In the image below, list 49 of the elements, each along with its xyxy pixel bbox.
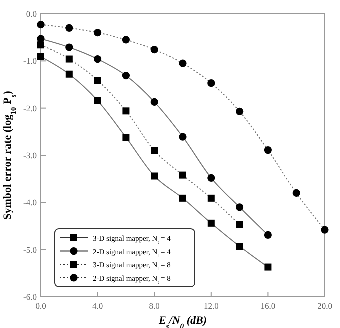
point [150,98,158,106]
point [180,194,186,202]
y-tick-label: 0.0 [26,9,37,19]
y-tick-label: -6.0 [24,292,37,302]
point [208,174,216,182]
y-tick-label: -3.0 [24,150,37,160]
point [37,21,45,29]
point [38,53,44,60]
x-tick-label: 20.0 [318,301,332,311]
point [179,133,187,141]
point [236,204,244,212]
point [66,70,73,78]
x-tick-label: 12.0 [204,301,219,311]
x-tick-label: 16.0 [260,301,276,311]
point [180,172,186,179]
point [38,42,44,49]
point [208,80,216,88]
point [179,60,187,68]
point [236,243,244,250]
point [94,77,102,84]
point [66,24,74,32]
point [94,55,102,64]
y-tick-label: -2.0 [24,103,37,114]
y-tick-label: -1.0 [24,56,37,66]
point [94,97,102,104]
point [264,146,272,154]
point [151,147,158,154]
point [150,46,158,54]
point [122,108,130,115]
point [208,220,215,227]
point [236,221,244,228]
point [94,29,102,37]
point [264,264,272,271]
point [292,189,300,198]
point [66,44,74,52]
point [151,172,158,180]
point [321,226,329,234]
x-tick-label: 4.0 [92,301,104,311]
x-tick-label: 8.0 [149,301,160,311]
y-tick-label: -5.0 [24,244,37,255]
point [236,108,244,116]
point [122,72,130,80]
point [264,231,272,240]
y-tick-label: -4.0 [24,198,37,208]
x-tick-label: 0.0 [36,301,46,311]
point [208,194,215,202]
point [122,36,130,44]
point [66,56,73,63]
point [122,134,130,142]
